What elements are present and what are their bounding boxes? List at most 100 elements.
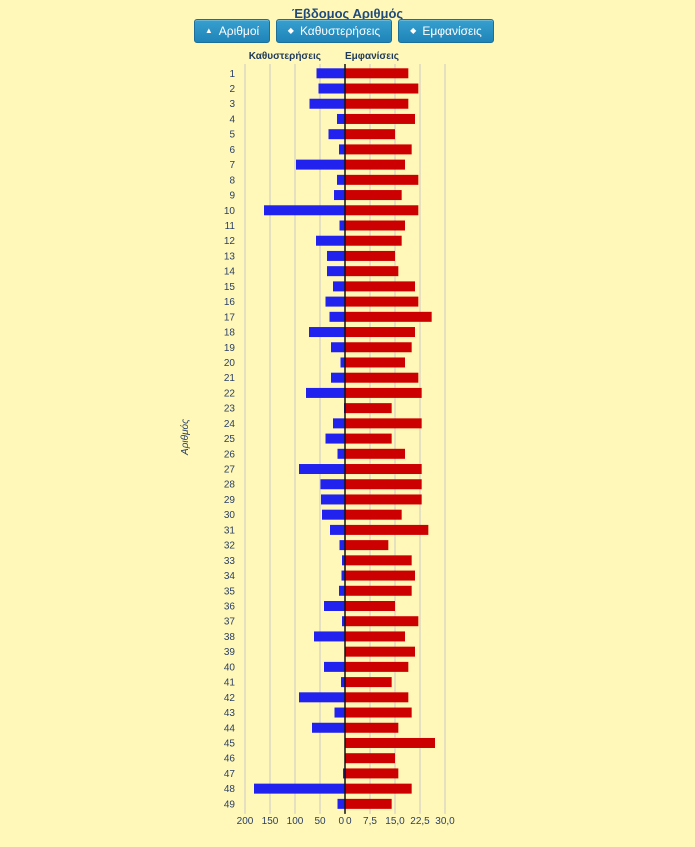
left-tick-label-3: 50: [314, 816, 326, 827]
appearance-bar-28: [345, 479, 422, 490]
delay-bar-1: [316, 68, 345, 79]
appearance-bar-23: [345, 403, 392, 414]
appearance-bar-2: [345, 83, 419, 94]
category-label-9: 9: [229, 191, 235, 202]
delay-bar-16: [325, 296, 345, 307]
appearance-bar-12: [345, 235, 402, 246]
category-label-15: 15: [224, 282, 236, 293]
delay-bar-40: [324, 661, 345, 672]
appearance-bar-42: [345, 692, 409, 703]
appearance-bar-13: [345, 250, 395, 261]
appearance-bar-30: [345, 509, 402, 520]
category-label-30: 30: [224, 510, 236, 521]
category-label-49: 49: [224, 799, 236, 810]
category-label-4: 4: [229, 114, 235, 125]
category-label-35: 35: [224, 586, 236, 597]
category-label-47: 47: [224, 769, 236, 780]
category-label-7: 7: [229, 160, 235, 171]
category-label-41: 41: [224, 678, 236, 689]
delay-bar-11: [339, 220, 345, 231]
category-label-45: 45: [224, 738, 236, 749]
category-label-39: 39: [224, 647, 236, 658]
category-label-42: 42: [224, 693, 236, 704]
delay-bar-19: [331, 342, 345, 353]
delay-bar-2: [318, 83, 345, 94]
category-label-46: 46: [224, 754, 236, 765]
category-label-44: 44: [224, 723, 236, 734]
delay-bar-22: [306, 387, 345, 398]
delay-bar-42: [299, 692, 345, 703]
sort-by-appearances-label: Εμφανίσεις: [422, 24, 482, 38]
appearance-bar-1: [345, 68, 409, 79]
category-label-25: 25: [224, 434, 236, 445]
category-label-3: 3: [229, 99, 235, 110]
right-tick-label-3: 22,5: [410, 816, 430, 827]
delay-bar-31: [330, 524, 345, 535]
delay-bar-3: [309, 98, 345, 109]
category-label-23: 23: [224, 404, 236, 415]
sort-by-appearances-button[interactable]: ◆ Εμφανίσεις: [398, 19, 494, 43]
delay-bar-41: [341, 677, 345, 688]
category-label-37: 37: [224, 617, 236, 628]
delay-bar-21: [331, 372, 345, 383]
delay-bar-20: [340, 357, 345, 368]
right-tick-label-4: 30,0: [435, 816, 455, 827]
appearance-bar-47: [345, 768, 399, 779]
appearance-bar-27: [345, 464, 422, 475]
delay-bar-24: [333, 418, 345, 429]
left-tick-label-4: 0: [338, 816, 344, 827]
appearance-bar-4: [345, 113, 415, 124]
category-label-6: 6: [229, 145, 235, 156]
category-label-43: 43: [224, 708, 236, 719]
sort-button-group: ▲ Αριθμοί ◆ Καθυστερήσεις ◆ Εμφανίσεις: [194, 19, 494, 43]
series-label-appearances: Εμφανίσεις: [345, 51, 399, 62]
series-label-delays: Καθυστερήσεις: [249, 51, 321, 62]
appearance-bar-3: [345, 98, 409, 109]
appearance-bar-37: [345, 616, 419, 627]
category-label-36: 36: [224, 602, 236, 613]
appearance-bar-46: [345, 753, 395, 764]
y-axis-title: Αριθμός: [179, 419, 191, 456]
delay-bar-5: [328, 129, 345, 140]
delay-bar-6: [339, 144, 345, 155]
right-tick-label-1: 7,5: [363, 816, 377, 827]
delay-bar-9: [334, 190, 345, 201]
right-tick-label-2: 15,0: [385, 816, 405, 827]
delay-bar-36: [324, 601, 345, 611]
category-label-33: 33: [224, 556, 236, 567]
category-label-17: 17: [224, 312, 236, 323]
appearance-bar-35: [345, 585, 412, 596]
delay-bar-33: [342, 555, 345, 566]
category-label-32: 32: [224, 541, 236, 552]
category-label-2: 2: [229, 84, 235, 95]
appearance-bar-38: [345, 631, 405, 642]
appearance-bar-36: [345, 601, 395, 611]
delay-bar-17: [329, 311, 345, 322]
appearance-bar-17: [345, 311, 432, 322]
appearance-bar-5: [345, 129, 395, 140]
delay-bar-37: [342, 616, 345, 627]
category-label-13: 13: [224, 251, 236, 262]
appearance-bar-41: [345, 677, 392, 688]
appearance-bar-22: [345, 387, 422, 398]
sort-by-numbers-label: Αριθμοί: [218, 24, 260, 38]
appearance-bar-14: [345, 266, 399, 277]
appearance-bar-8: [345, 174, 419, 185]
delay-bar-7: [296, 159, 345, 170]
sort-by-numbers-button[interactable]: ▲ Αριθμοί: [194, 19, 270, 43]
category-label-27: 27: [224, 465, 236, 476]
appearance-bar-45: [345, 737, 435, 748]
sort-by-delays-button[interactable]: ◆ Καθυστερήσεις: [276, 19, 392, 43]
delay-bar-32: [339, 540, 345, 551]
category-label-34: 34: [224, 571, 236, 582]
appearance-bar-43: [345, 707, 412, 718]
category-label-18: 18: [224, 328, 236, 339]
category-label-22: 22: [224, 388, 236, 399]
appearance-bar-21: [345, 372, 419, 383]
category-label-11: 11: [225, 221, 236, 232]
delay-bar-14: [327, 266, 345, 277]
appearance-bar-9: [345, 190, 402, 201]
appearance-bar-20: [345, 357, 405, 368]
appearance-bar-6: [345, 144, 412, 155]
